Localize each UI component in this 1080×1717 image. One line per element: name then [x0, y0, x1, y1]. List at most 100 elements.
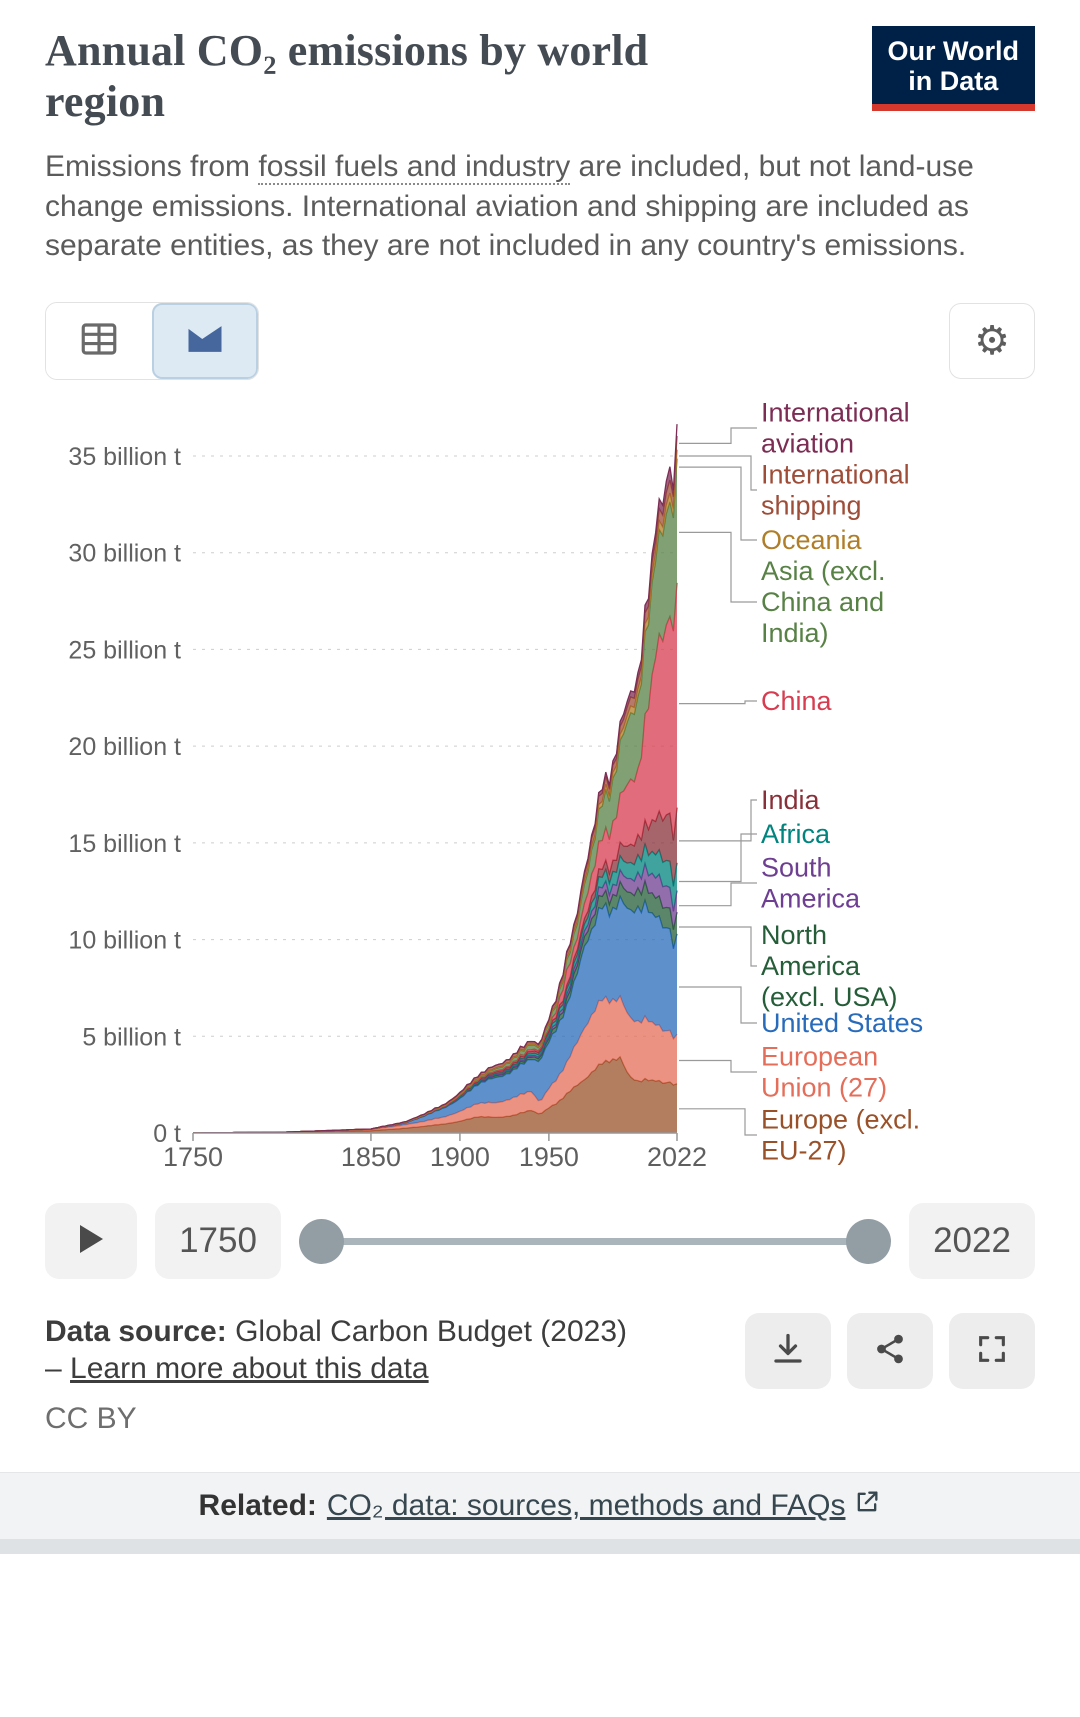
external-link-icon	[853, 1488, 881, 1524]
table-icon	[78, 318, 120, 363]
fossil-fuels-industry-link[interactable]: fossil fuels and industry	[258, 150, 571, 186]
legend-label-european-union-27[interactable]: European	[761, 1041, 878, 1071]
owid-logo-line2: in Data	[908, 66, 999, 97]
stacked-area-chart-icon	[183, 317, 227, 364]
share-icon	[873, 1332, 907, 1369]
license-label: CC BY	[45, 1401, 137, 1435]
legend-leader-europe-excl-eu27	[679, 1108, 757, 1136]
legend-label-asia-excl-china-india[interactable]: India)	[761, 618, 829, 648]
legend-label-international-shipping[interactable]: International	[761, 459, 910, 489]
related-bar: Related: CO₂ data: sources, methods and …	[0, 1471, 1080, 1539]
y-axis-label: 20 billion t	[68, 733, 181, 761]
owid-logo[interactable]: Our World in Data	[871, 26, 1035, 112]
fullscreen-icon	[975, 1332, 1009, 1369]
legend-leader-china	[679, 700, 757, 705]
page-title: Annual CO₂ emissions by world region	[45, 26, 649, 126]
view-toggle-group	[45, 301, 259, 380]
settings-button[interactable]: ⚙	[949, 302, 1035, 379]
legend-leader-south-america	[679, 882, 757, 907]
chart-toolbar: ⚙	[45, 301, 1035, 380]
play-icon	[78, 1224, 104, 1257]
chart-subtitle: Emissions from fossil fuels and industry…	[45, 147, 985, 266]
legend-leader-north-america-excl-usa	[679, 926, 757, 967]
action-buttons	[745, 1312, 1035, 1389]
legend-leader-africa	[679, 833, 757, 883]
share-button[interactable]	[847, 1312, 933, 1389]
y-axis-label: 15 billion t	[68, 830, 181, 858]
learn-more-link[interactable]: Learn more about this data	[70, 1352, 429, 1386]
emissions-stacked-area-chart[interactable]: 0 t 5 billion t 10 billion t 15 billion t 20…	[45, 388, 1035, 1188]
area-north-america-excl-usa[interactable]	[193, 880, 677, 1133]
legend-label-africa[interactable]: Africa	[761, 819, 831, 849]
y-axis-label: 10 billion t	[68, 927, 181, 955]
play-button[interactable]	[45, 1202, 137, 1279]
timeline-start-year[interactable]: 1750	[155, 1202, 281, 1279]
bottom-strip	[0, 1538, 1080, 1554]
legend-leader-international-aviation	[679, 427, 757, 444]
related-link[interactable]: CO₂ data: sources, methods and FAQs	[327, 1488, 882, 1524]
subtitle-text-1: Emissions from	[45, 150, 259, 184]
chart-area: 0 t 5 billion t 10 billion t 15 billion t 20…	[45, 388, 1035, 1193]
x-axis-label: 2022	[647, 1142, 707, 1172]
slider-end-handle[interactable]	[846, 1218, 891, 1264]
legend-label-asia-excl-china-india[interactable]: Asia (excl.	[761, 556, 886, 586]
slider-track[interactable]	[321, 1237, 869, 1245]
area-united-states[interactable]	[193, 896, 677, 1133]
legend-leader-united-states	[679, 986, 757, 1024]
legend-leader-european-union-27	[679, 1059, 757, 1073]
download-button[interactable]	[745, 1312, 831, 1389]
legend-label-europe-excl-eu27[interactable]: EU-27)	[761, 1135, 847, 1165]
legend-leader-international-shipping	[679, 455, 757, 491]
timeline-controls: 1750 2022	[45, 1202, 1035, 1279]
legend-label-international-shipping[interactable]: shipping	[761, 490, 862, 520]
chart-view-button[interactable]	[152, 302, 258, 379]
area-europe-excl-eu27[interactable]	[193, 1056, 677, 1133]
related-link-label: CO₂ data: sources, methods and FAQs	[326, 1488, 846, 1522]
data-source-prefix: Data source:	[45, 1314, 227, 1348]
legend-leader-india	[679, 799, 757, 842]
y-axis-label: 30 billion t	[68, 540, 181, 568]
legend-label-united-states[interactable]: United States	[761, 1008, 923, 1038]
legend-label-south-america[interactable]: America	[761, 883, 861, 913]
data-source: Data source: Global Carbon Budget (2023)…	[45, 1313, 645, 1388]
header: Annual CO₂ emissions by world region Our…	[45, 26, 1035, 127]
y-axis-label: 5 billion t	[82, 1023, 181, 1051]
legend-label-european-union-27[interactable]: Union (27)	[761, 1072, 887, 1102]
legend-label-north-america-excl-usa[interactable]: America	[761, 951, 861, 981]
legend-label-india[interactable]: India	[761, 785, 821, 815]
chart-footer: Data source: Global Carbon Budget (2023)…	[45, 1312, 1035, 1436]
legend-label-china[interactable]: China	[761, 686, 833, 716]
y-axis-label: 0 t	[153, 1120, 181, 1148]
slider-start-handle[interactable]	[299, 1218, 344, 1264]
legend-label-south-america[interactable]: South	[761, 852, 832, 882]
legend-leader-asia-excl-china-india	[679, 531, 757, 603]
timeline-slider[interactable]	[299, 1203, 891, 1279]
legend-label-international-aviation[interactable]: International	[761, 397, 910, 427]
related-prefix: Related:	[198, 1488, 317, 1522]
owid-logo-line1: Our World	[887, 36, 1020, 66]
x-axis-label: 1850	[341, 1142, 401, 1172]
legend-label-north-america-excl-usa[interactable]: North	[761, 920, 827, 950]
subtitle-text-2: are included, but not land-use change em…	[45, 150, 974, 263]
x-axis-label: 1900	[430, 1142, 490, 1172]
legend-label-asia-excl-china-india[interactable]: China and	[761, 587, 884, 617]
download-icon	[770, 1331, 806, 1370]
area-european-union-27[interactable]	[193, 995, 677, 1133]
area-south-america[interactable]	[193, 863, 677, 1133]
legend-label-europe-excl-eu27[interactable]: Europe (excl.	[761, 1104, 920, 1134]
fullscreen-button[interactable]	[949, 1312, 1035, 1389]
area-africa[interactable]	[193, 843, 677, 1133]
table-view-button[interactable]	[46, 302, 152, 379]
x-axis-label: 1750	[163, 1142, 223, 1172]
y-axis-label: 35 billion t	[68, 443, 181, 471]
gear-icon: ⚙	[974, 317, 1010, 364]
legend-label-north-america-excl-usa[interactable]: (excl. USA)	[761, 982, 898, 1012]
chart-card: Annual CO₂ emissions by world region Our…	[45, 26, 1035, 1436]
legend-label-oceania[interactable]: Oceania	[761, 525, 863, 555]
x-axis-label: 1950	[519, 1142, 579, 1172]
legend-label-international-aviation[interactable]: aviation	[761, 428, 854, 458]
timeline-end-year[interactable]: 2022	[909, 1202, 1035, 1279]
y-axis-label: 25 billion t	[68, 636, 181, 664]
legend-leader-oceania	[679, 466, 757, 541]
data-source-text: Global Carbon Budget (2023) –	[45, 1314, 627, 1386]
